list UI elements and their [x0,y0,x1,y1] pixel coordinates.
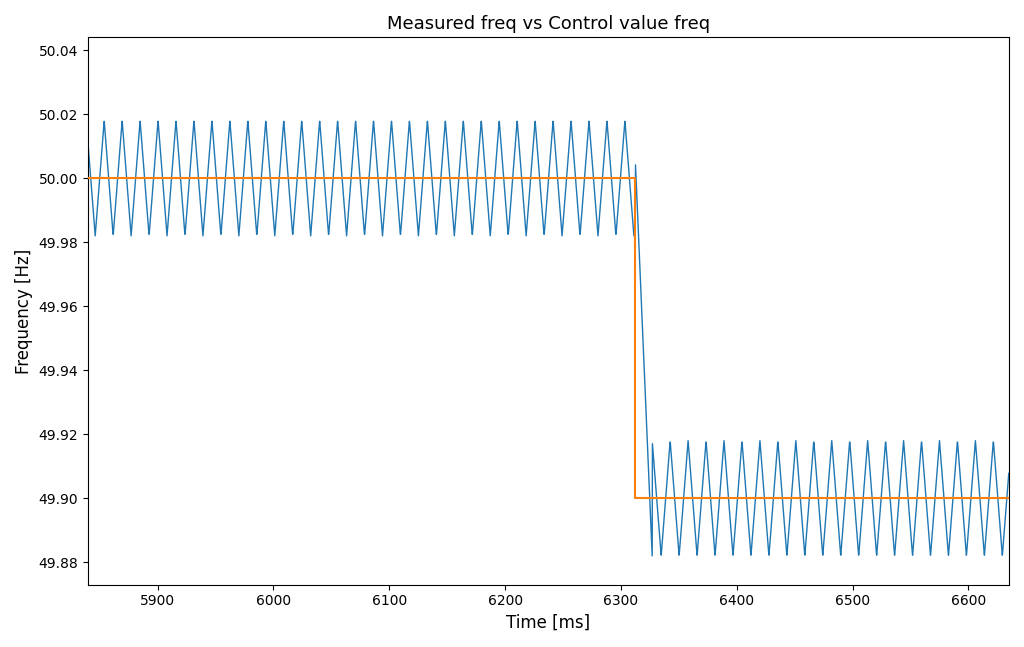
X-axis label: Time [ms]: Time [ms] [507,614,591,632]
Y-axis label: Frequency [Hz]: Frequency [Hz] [15,248,33,374]
Title: Measured freq vs Control value freq: Measured freq vs Control value freq [387,15,710,33]
